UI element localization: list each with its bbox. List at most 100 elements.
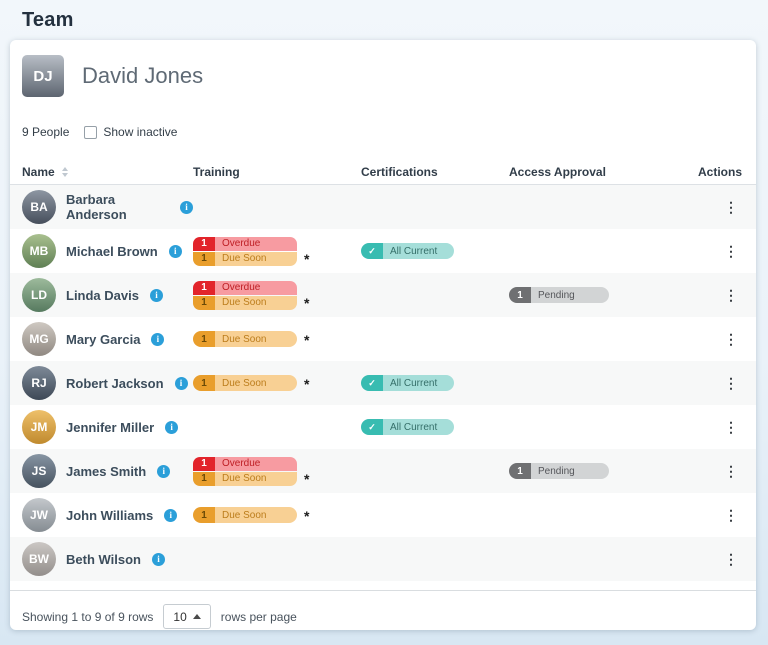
- training-badge-group: 1 Due Soon *: [193, 507, 309, 523]
- training-badge-group: 1 Overdue 1 Due Soon *: [193, 236, 310, 267]
- person-name: Barbara Anderson: [66, 192, 127, 222]
- info-icon[interactable]: i: [149, 288, 163, 302]
- badge-stack: 1 Overdue 1 Due Soon: [193, 280, 297, 310]
- table-row: JW John Williams i 1 Due Soon * ⋮: [10, 493, 756, 537]
- info-icon[interactable]: i: [151, 332, 165, 346]
- access-approval-cell: [509, 405, 684, 449]
- badge-stack: 1 Due Soon: [193, 331, 297, 347]
- badge-pending: 1 Pending: [509, 287, 609, 303]
- access-approval-cell: [509, 317, 684, 361]
- name-cell: BW Beth Wilson i: [22, 537, 193, 581]
- training-cell: 1 Overdue 1 Due Soon *: [193, 449, 361, 493]
- badge-due-soon: 1 Due Soon: [193, 375, 297, 391]
- table-body: BA Barbara Anderson i ⋮ MB Michael Brown i 1 Ove…: [10, 185, 756, 581]
- person-name: Linda Davis: [66, 287, 139, 303]
- badge-count: 1: [193, 331, 215, 347]
- row-actions-menu[interactable]: ⋮: [724, 331, 738, 347]
- badge-label: Pending: [531, 287, 609, 303]
- badge-stack: 1 Due Soon: [193, 375, 297, 391]
- badge-label: Due Soon: [215, 331, 297, 347]
- actions-cell: ⋮: [684, 273, 744, 317]
- table-header: Name Training Certifications Access Appr…: [10, 159, 756, 185]
- access-approval-cell: [509, 229, 684, 273]
- show-inactive-checkbox[interactable]: [84, 125, 98, 139]
- name-cell: JW John Williams i: [22, 493, 193, 537]
- show-inactive-toggle[interactable]: Show inactive: [84, 125, 177, 139]
- actions-cell: ⋮: [684, 405, 744, 449]
- avatar: MB: [22, 234, 56, 268]
- row-actions-menu[interactable]: ⋮: [724, 375, 738, 391]
- training-cell: [193, 405, 361, 449]
- name-cell: MB Michael Brown i: [22, 229, 193, 273]
- badge-stack: 1 Due Soon: [193, 507, 297, 523]
- actions-cell: ⋮: [684, 229, 744, 273]
- badge-stack: 1 Overdue 1 Due Soon: [193, 456, 297, 486]
- sort-icon[interactable]: [61, 166, 68, 177]
- row-actions-menu[interactable]: ⋮: [724, 287, 738, 303]
- certifications-cell: ✓ All Current: [361, 361, 509, 405]
- name-cell: BA Barbara Anderson i: [22, 185, 193, 229]
- access-approval-cell: [509, 185, 684, 229]
- actions-cell: ⋮: [684, 449, 744, 493]
- table-row: MG Mary Garcia i 1 Due Soon * ⋮: [10, 317, 756, 361]
- manager-avatar: DJ: [22, 55, 64, 97]
- caret-up-icon: [192, 614, 201, 619]
- name-cell: LD Linda Davis i: [22, 273, 193, 317]
- person-name: Michael Brown: [66, 243, 158, 259]
- info-icon[interactable]: i: [152, 552, 165, 566]
- name-cell: JM Jennifer Miller i: [22, 405, 193, 449]
- info-icon[interactable]: i: [174, 376, 188, 390]
- info-icon[interactable]: i: [164, 508, 178, 522]
- badge-label: All Current: [383, 375, 454, 391]
- training-cell: 1 Overdue 1 Due Soon *: [193, 229, 361, 273]
- table-row: MB Michael Brown i 1 Overdue 1 Due Soon * ✓ All C…: [10, 229, 756, 273]
- asterisk-marker: *: [304, 294, 310, 311]
- person-name: Beth Wilson: [66, 551, 141, 567]
- row-actions-menu[interactable]: ⋮: [724, 463, 738, 479]
- badge-overdue: 1 Overdue: [193, 236, 297, 251]
- badge-all-current: ✓ All Current: [361, 375, 454, 391]
- row-actions-menu[interactable]: ⋮: [724, 243, 738, 259]
- info-icon[interactable]: i: [157, 464, 171, 478]
- page-size-dropdown[interactable]: 10: [163, 604, 211, 629]
- badge-label: Overdue: [215, 236, 297, 251]
- person-name: Robert Jackson: [66, 375, 164, 391]
- row-actions-menu[interactable]: ⋮: [724, 551, 738, 567]
- asterisk-marker: *: [304, 250, 310, 267]
- avatar: LD: [22, 278, 56, 312]
- show-inactive-label: Show inactive: [103, 125, 178, 139]
- table-row: BW Beth Wilson i ⋮: [10, 537, 756, 581]
- column-header-name[interactable]: Name: [22, 165, 193, 179]
- asterisk-marker: *: [304, 376, 310, 392]
- badge-count: 1: [193, 280, 215, 295]
- info-icon[interactable]: i: [165, 420, 179, 434]
- column-header-actions: Actions: [697, 164, 742, 179]
- check-icon: ✓: [361, 375, 383, 391]
- info-icon[interactable]: i: [180, 200, 193, 214]
- badge-label: All Current: [383, 419, 454, 435]
- badge-label: All Current: [383, 243, 454, 259]
- avatar: JW: [22, 498, 56, 532]
- table-row: RJ Robert Jackson i 1 Due Soon * ✓ All Current ⋮: [10, 361, 756, 405]
- avatar: MG: [22, 322, 56, 356]
- info-icon[interactable]: i: [168, 244, 182, 258]
- badge-due-soon: 1 Due Soon: [193, 331, 297, 347]
- badge-count: 1: [193, 251, 215, 266]
- table-row: JM Jennifer Miller i ✓ All Current ⋮: [10, 405, 756, 449]
- badge-count: 1: [193, 456, 215, 471]
- manager-name: David Jones: [82, 63, 204, 88]
- person-name: Mary Garcia: [66, 331, 141, 347]
- training-cell: 1 Due Soon *: [193, 493, 361, 537]
- badge-label: Due Soon: [215, 295, 297, 310]
- row-actions-menu[interactable]: ⋮: [724, 419, 738, 435]
- access-approval-cell: [509, 493, 684, 537]
- page-title: Team: [22, 9, 74, 31]
- badge-label: Due Soon: [215, 251, 297, 266]
- certifications-cell: ✓ All Current: [361, 405, 509, 449]
- badge-stack: 1 Overdue 1 Due Soon: [193, 236, 297, 266]
- row-actions-menu[interactable]: ⋮: [724, 507, 738, 523]
- avatar: BW: [22, 542, 56, 576]
- avatar: BA: [22, 190, 56, 224]
- team-card: DJ David Jones 9 People Show inactive Na…: [10, 40, 756, 630]
- row-actions-menu[interactable]: ⋮: [724, 199, 738, 215]
